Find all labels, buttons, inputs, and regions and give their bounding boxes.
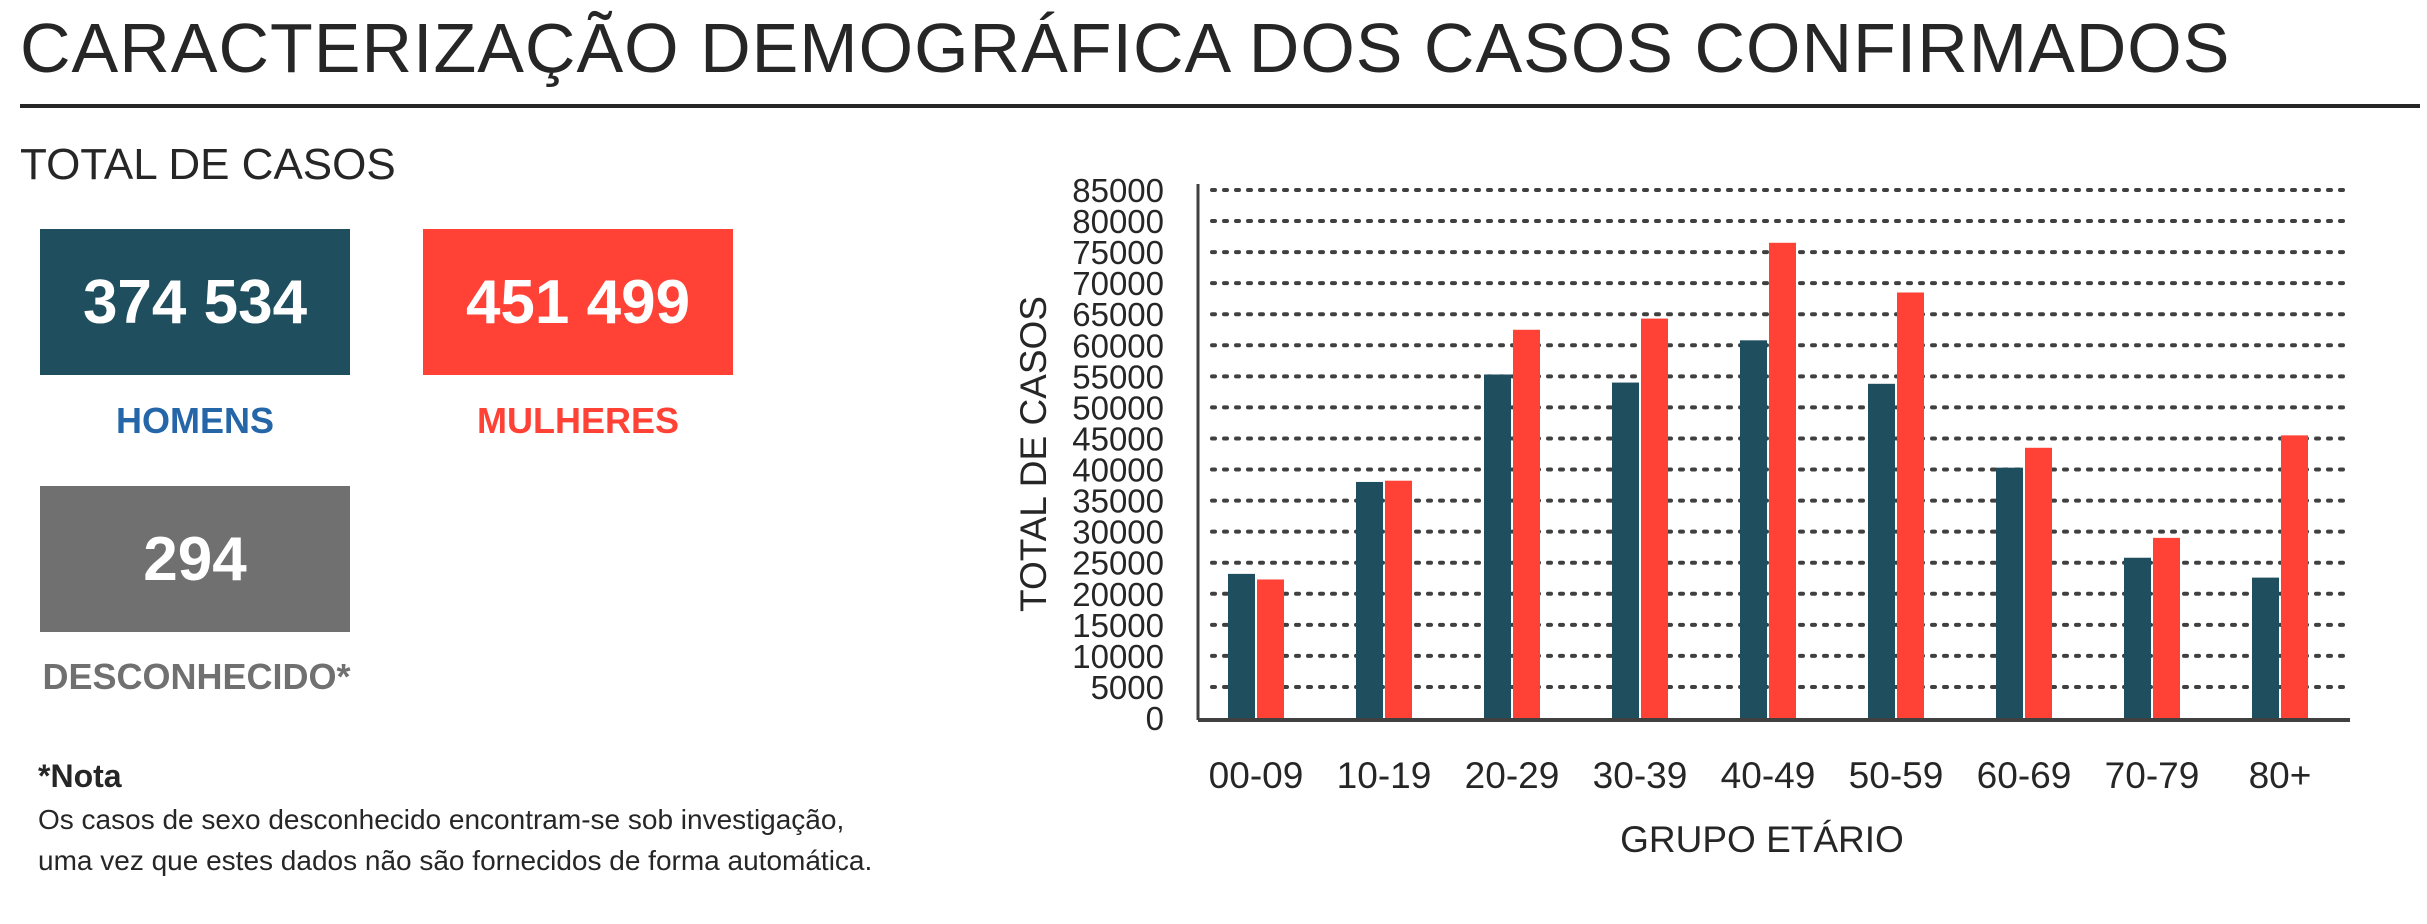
women-total-box: 451 499	[423, 229, 733, 375]
y-tick-label: 65000	[1072, 296, 1164, 333]
bar-men-10-19	[1356, 481, 1383, 718]
bar-men-20-29	[1484, 374, 1511, 718]
x-tick-label: 30-39	[1593, 755, 1688, 796]
bar-men-70-79	[2124, 557, 2151, 718]
total-cases-title: TOTAL DE CASOS	[20, 140, 396, 189]
y-tick-label: 80000	[1072, 203, 1164, 240]
note-line-2: uma vez que estes dados não são fornecid…	[38, 845, 873, 876]
y-tick-label: 45000	[1072, 420, 1164, 457]
y-tick-label: 35000	[1072, 483, 1164, 520]
x-tick-label: 50-59	[1849, 755, 1944, 796]
x-tick-label: 00-09	[1209, 755, 1304, 796]
y-tick-label: 0	[1146, 700, 1164, 737]
y-tick-label: 25000	[1072, 545, 1164, 582]
women-total-value: 451 499	[465, 267, 691, 337]
bar-men-50-59	[1868, 383, 1895, 718]
men-label: HOMENS	[115, 400, 274, 441]
y-tick-label: 70000	[1072, 265, 1164, 302]
bar-men-80+	[2252, 577, 2279, 718]
bar-women-30-39	[1641, 318, 1668, 718]
x-tick-label: 60-69	[1977, 755, 2072, 796]
y-tick-label: 15000	[1072, 607, 1164, 644]
x-tick-label: 70-79	[2105, 755, 2200, 796]
bar-men-00-09	[1228, 573, 1255, 718]
page-title: CARACTERIZAÇÃO DEMOGRÁFICA DOS CASOS CON…	[20, 9, 2231, 87]
y-tick-label: 20000	[1072, 576, 1164, 613]
women-label: MULHERES	[476, 400, 679, 441]
x-tick-label: 20-29	[1465, 755, 1560, 796]
y-tick-label: 10000	[1072, 638, 1164, 675]
unknown-total-box: 294	[40, 486, 350, 632]
note-title: *Nota	[38, 758, 122, 794]
y-axis-title: TOTAL DE CASOS	[1013, 296, 1054, 612]
bar-women-10-19	[1385, 480, 1412, 718]
y-tick-label: 60000	[1072, 327, 1164, 364]
unknown-total-value: 294	[143, 524, 247, 594]
y-tick-label: 85000	[1072, 172, 1164, 209]
bar-men-30-39	[1612, 382, 1639, 718]
title-divider	[20, 104, 2420, 108]
y-tick-label: 40000	[1072, 452, 1164, 489]
bar-men-60-69	[1996, 467, 2023, 718]
y-tick-label: 55000	[1072, 358, 1164, 395]
bar-women-00-09	[1257, 579, 1284, 718]
bar-women-50-59	[1897, 292, 1924, 718]
bar-women-80+	[2281, 435, 2308, 718]
y-tick-label: 30000	[1072, 514, 1164, 551]
x-axis-title: GRUPO ETÁRIO	[1620, 819, 1904, 860]
y-tick-label: 5000	[1091, 669, 1164, 706]
men-total-box: 374 534	[40, 229, 350, 375]
y-tick-label: 50000	[1072, 389, 1164, 426]
men-total-value: 374 534	[82, 267, 308, 337]
bar-women-70-79	[2153, 537, 2180, 718]
y-tick-label: 75000	[1072, 234, 1164, 271]
bar-women-20-29	[1513, 329, 1540, 718]
note-line-1: Os casos de sexo desconhecido encontram-…	[38, 804, 845, 835]
bar-men-40-49	[1740, 340, 1767, 718]
bar-women-60-69	[2025, 447, 2052, 718]
x-tick-label: 40-49	[1721, 755, 1816, 796]
x-tick-label: 80+	[2249, 755, 2312, 796]
unknown-label: DESCONHECIDO*	[42, 656, 351, 697]
x-tick-label: 10-19	[1337, 755, 1432, 796]
bar-women-40-49	[1769, 242, 1796, 719]
